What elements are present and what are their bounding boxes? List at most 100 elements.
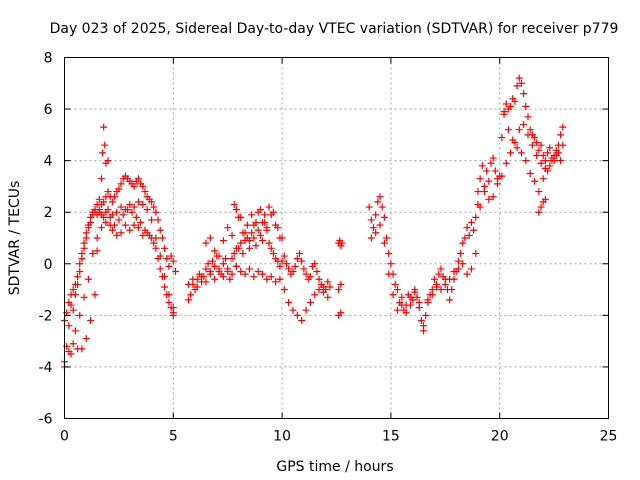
data-point — [115, 216, 123, 224]
x-tick-label: 10 — [273, 429, 291, 445]
y-tick-label: -2 — [39, 308, 53, 324]
data-point — [156, 265, 164, 273]
x-tick-labels: 0 5 10 15 20 25 — [60, 429, 617, 445]
data-point — [276, 262, 284, 270]
x-axis-label: GPS time / hours — [276, 459, 393, 475]
data-point — [67, 291, 75, 299]
data-point — [111, 193, 119, 201]
data-point — [222, 255, 230, 263]
data-point — [385, 249, 393, 257]
data-point — [504, 126, 512, 134]
data-point — [208, 257, 216, 265]
y-tick-label: 8 — [44, 51, 53, 67]
data-point — [189, 275, 197, 283]
data-point — [69, 340, 77, 348]
data-point — [128, 208, 136, 216]
x-tick-label: 20 — [491, 429, 509, 445]
grid-lines — [64, 57, 609, 419]
data-point — [478, 162, 486, 170]
data-point — [380, 239, 388, 247]
data-point — [302, 306, 310, 314]
data-point — [433, 283, 441, 291]
data-point — [150, 203, 158, 211]
data-point — [95, 195, 103, 203]
data-point — [557, 131, 565, 139]
data-point — [126, 226, 134, 234]
data-point — [376, 193, 384, 201]
data-point — [211, 262, 219, 270]
data-point — [69, 306, 77, 314]
data-point — [372, 211, 380, 219]
data-point — [230, 200, 238, 208]
data-point — [106, 213, 114, 221]
data-point — [82, 335, 90, 343]
y-tick-label: 0 — [44, 257, 53, 273]
data-point — [372, 229, 380, 237]
data-point — [87, 317, 95, 325]
data-point — [152, 208, 160, 216]
data-point — [171, 268, 179, 276]
data-point — [544, 167, 552, 175]
data-point — [450, 268, 458, 276]
data-point — [232, 244, 240, 252]
data-point — [69, 286, 77, 294]
data-point — [461, 234, 469, 242]
data-point — [474, 188, 482, 196]
y-tick-label: 6 — [44, 102, 53, 118]
data-point — [454, 265, 462, 273]
data-point — [97, 175, 105, 183]
y-tick-label: -6 — [39, 412, 53, 428]
data-point — [472, 213, 480, 221]
data-point — [417, 317, 425, 325]
data-point — [134, 224, 142, 232]
data-point — [119, 211, 127, 219]
data-point — [215, 268, 223, 276]
data-point — [531, 133, 539, 141]
data-point — [509, 136, 517, 144]
data-point — [101, 141, 109, 149]
data-point — [485, 195, 493, 203]
data-point — [148, 216, 156, 224]
data-point — [420, 322, 428, 330]
data-point — [472, 249, 480, 257]
data-point — [141, 226, 149, 234]
data-point — [289, 268, 297, 276]
data-point — [224, 265, 232, 273]
data-point — [267, 244, 275, 252]
data-point — [459, 239, 467, 247]
data-point — [167, 304, 175, 312]
data-point — [259, 219, 267, 227]
data-point — [252, 219, 260, 227]
data-point — [113, 208, 121, 216]
data-point — [480, 188, 488, 196]
data-point — [282, 260, 290, 268]
data-point — [338, 239, 346, 247]
data-point — [245, 265, 253, 273]
data-point — [326, 283, 334, 291]
data-point — [169, 311, 177, 319]
data-point — [437, 286, 445, 294]
data-point — [117, 180, 125, 188]
data-point — [132, 213, 140, 221]
data-point — [243, 221, 251, 229]
data-point — [152, 244, 160, 252]
data-point — [256, 231, 264, 239]
data-point — [228, 255, 236, 263]
data-point — [298, 317, 306, 325]
data-point — [187, 291, 195, 299]
axis-ticks — [64, 57, 609, 419]
data-point — [134, 198, 142, 206]
data-point — [78, 249, 86, 257]
data-point — [296, 249, 304, 257]
data-point — [306, 298, 314, 306]
data-point — [93, 234, 101, 242]
data-point — [280, 252, 288, 260]
data-point — [117, 203, 125, 211]
data-point — [198, 273, 206, 281]
data-point — [378, 203, 386, 211]
data-point — [313, 268, 321, 276]
data-point — [524, 113, 532, 121]
data-point — [306, 273, 314, 281]
data-point — [546, 162, 554, 170]
data-point — [485, 177, 493, 185]
